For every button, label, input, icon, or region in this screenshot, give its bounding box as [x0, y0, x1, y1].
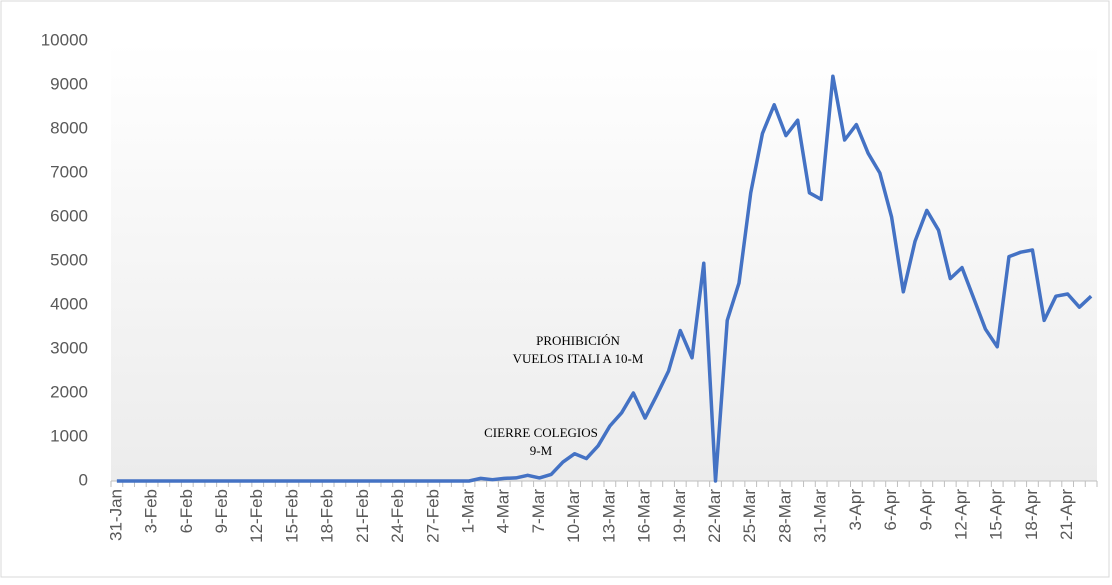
annotation: VUELOS ITALI A 10-M	[513, 351, 644, 366]
annotation: 9-M	[530, 443, 553, 458]
x-tick-label: 22-Mar	[705, 489, 724, 543]
y-tick-label: 5000	[50, 250, 88, 269]
y-tick-label: 7000	[50, 162, 88, 181]
x-tick-label: 15-Feb	[282, 489, 301, 543]
y-tick-label: 3000	[50, 338, 88, 357]
x-tick-label: 21-Apr	[1057, 489, 1076, 540]
x-tick-label: 31-Jan	[106, 489, 125, 541]
y-tick-label: 1000	[50, 426, 88, 445]
x-tick-label: 12-Feb	[247, 489, 266, 543]
x-tick-label: 24-Feb	[388, 489, 407, 543]
y-tick-label: 6000	[50, 206, 88, 225]
x-tick-label: 18-Feb	[318, 489, 337, 543]
x-tick-label: 18-Apr	[1022, 489, 1041, 540]
plot-background	[111, 41, 1097, 481]
x-tick-label: 7-Mar	[529, 489, 548, 534]
x-tick-label: 12-Apr	[951, 489, 970, 540]
x-tick-label: 1-Mar	[458, 489, 477, 534]
y-tick-label: 9000	[50, 74, 88, 93]
x-tick-label: 31-Mar	[811, 489, 830, 543]
y-tick-label: 0	[79, 470, 88, 489]
y-tick-label: 2000	[50, 382, 88, 401]
x-tick-label: 16-Mar	[635, 489, 654, 543]
x-tick-label: 25-Mar	[740, 489, 759, 543]
x-tick-label: 6-Feb	[177, 489, 196, 533]
x-tick-label: 3-Feb	[142, 489, 161, 533]
x-tick-label: 28-Mar	[775, 489, 794, 543]
x-tick-label: 9-Apr	[916, 489, 935, 531]
x-tick-label: 19-Mar	[670, 489, 689, 543]
x-tick-label: 3-Apr	[846, 489, 865, 531]
x-tick-label: 10-Mar	[564, 489, 583, 543]
annotation: PROHIBICIÓN	[536, 333, 620, 348]
x-tick-label: 27-Feb	[423, 489, 442, 543]
data-line	[116, 74, 1093, 483]
x-tick-label: 6-Apr	[881, 489, 900, 531]
x-tick-label: 13-Mar	[599, 489, 618, 543]
x-tick-label: 9-Feb	[212, 489, 231, 533]
x-tick-label: 21-Feb	[353, 489, 372, 543]
x-tick-label: 4-Mar	[494, 489, 513, 534]
annotation: CIERRE COLEGIOS	[484, 425, 598, 440]
y-tick-label: 10000	[41, 30, 88, 49]
y-tick-label: 4000	[50, 294, 88, 313]
x-tick-label: 15-Apr	[987, 489, 1006, 540]
y-tick-label: 8000	[50, 118, 88, 137]
